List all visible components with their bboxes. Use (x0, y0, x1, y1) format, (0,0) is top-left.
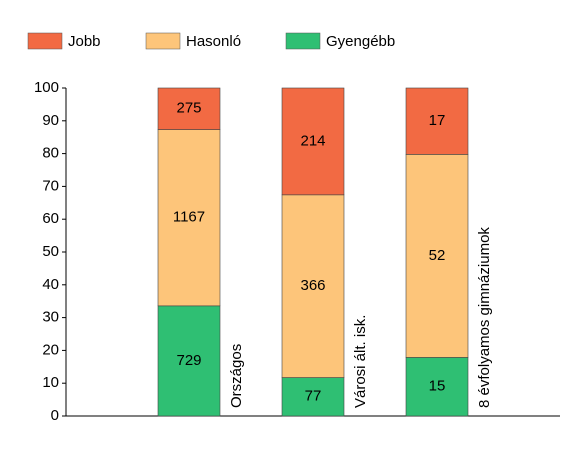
bar-segment (405, 154, 469, 358)
legend-label: Hasonló (186, 33, 241, 50)
data-label: 729 (176, 352, 201, 369)
y-tick-label: 70 (42, 177, 59, 194)
data-label: 1167 (173, 209, 205, 226)
y-tick-label: 40 (42, 276, 59, 293)
bar-segment (281, 377, 345, 417)
y-tick-label: 20 (42, 341, 59, 358)
legend-swatch (145, 32, 181, 50)
y-tick-label: 50 (42, 243, 59, 260)
y-tick-label: 30 (42, 309, 59, 326)
bar-segment (405, 357, 469, 417)
data-label: 366 (300, 277, 325, 294)
x-tick-label: Országos (228, 344, 245, 408)
data-label: 77 (305, 388, 322, 405)
x-tick-label: Városi ált. isk. (352, 315, 369, 408)
data-label: 17 (429, 112, 446, 129)
data-label: 275 (176, 100, 201, 117)
bar-segment (405, 87, 469, 155)
bar-segment (157, 305, 221, 417)
data-label: 15 (429, 378, 446, 395)
bar-segment (157, 87, 221, 130)
y-tick-label: 0 (51, 407, 59, 424)
bar-segment (281, 87, 345, 196)
legend-label: Gyengébb (326, 33, 395, 50)
y-tick-label: 100 (34, 79, 59, 96)
data-label: 214 (300, 132, 325, 149)
legend-swatch (285, 32, 321, 50)
bar-segment (157, 129, 221, 307)
y-tick-label: 10 (42, 374, 59, 391)
legend-label: Jobb (68, 33, 101, 50)
y-tick-label: 60 (42, 210, 59, 227)
y-tick-label: 80 (42, 145, 59, 162)
y-tick-label: 90 (42, 112, 59, 129)
legend-swatch (27, 32, 63, 50)
bar-segment (281, 194, 345, 378)
data-label: 52 (429, 247, 446, 264)
x-tick-label: 8 évfolyamos gimnáziumok (476, 227, 493, 408)
